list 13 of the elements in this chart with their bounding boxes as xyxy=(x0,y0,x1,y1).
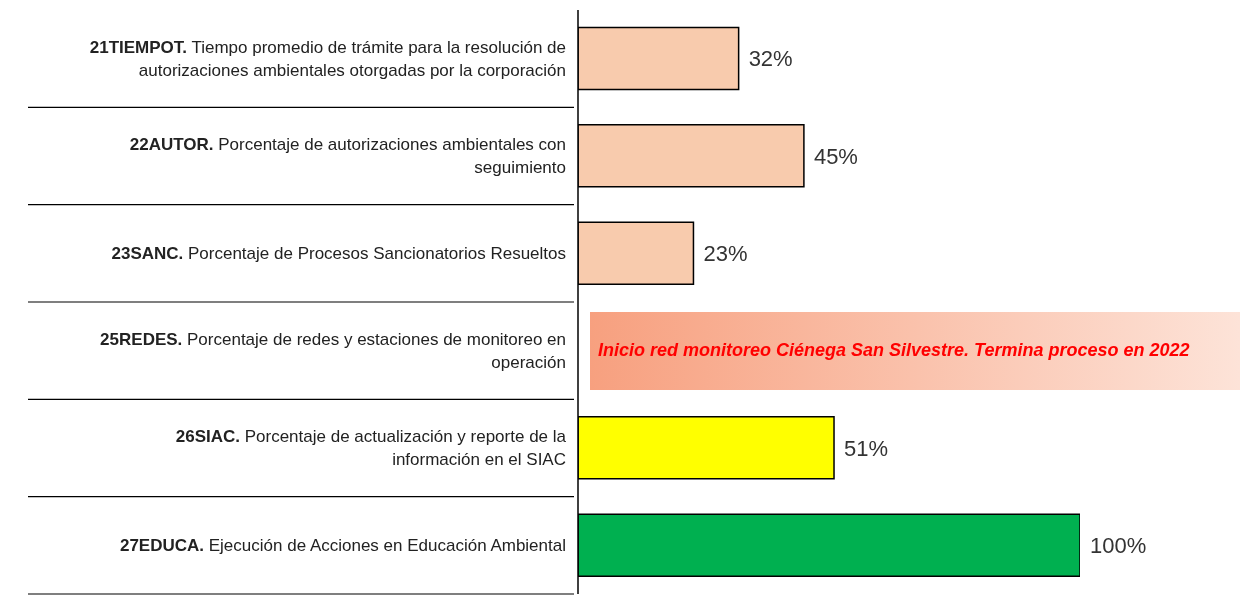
y-tick-label: 23SANC. Porcentaje de Procesos Sancionatorios Resueltos xyxy=(111,244,566,264)
y-tick-label: 21TIEMPOT. Tiempo promedio de trámite para la resolución de autorizaciones ambientales otorgadas por la corporación xyxy=(89,38,566,81)
y-tick-label: 22AUTOR. Porcentaje de autorizaciones ambientales con seguimiento xyxy=(129,135,566,178)
y-tick-label: 27EDUCA. Ejecución de Acciones en Educación Ambiental xyxy=(119,536,566,556)
y-tick-label: 26SIAC. Porcentaje de actualización y reporte de la información en el SIAC xyxy=(175,427,567,470)
data-label: 100% xyxy=(1090,532,1147,558)
y-tick-label: 25REDES. Porcentaje de redes y estaciones de monitoreo en operación xyxy=(100,330,566,373)
note-box: Inicio red monitoreo Ciénega San Silvestre. Termina proceso en 2022 xyxy=(590,311,1240,390)
annotation: Inicio red monitoreo Ciénega San Silvestre. Termina proceso en 2022 xyxy=(597,340,1190,362)
data-label: 32% xyxy=(748,46,793,72)
data-label: 23% xyxy=(703,240,748,266)
data-label: 45% xyxy=(813,143,858,169)
data-label: 51% xyxy=(844,435,889,461)
